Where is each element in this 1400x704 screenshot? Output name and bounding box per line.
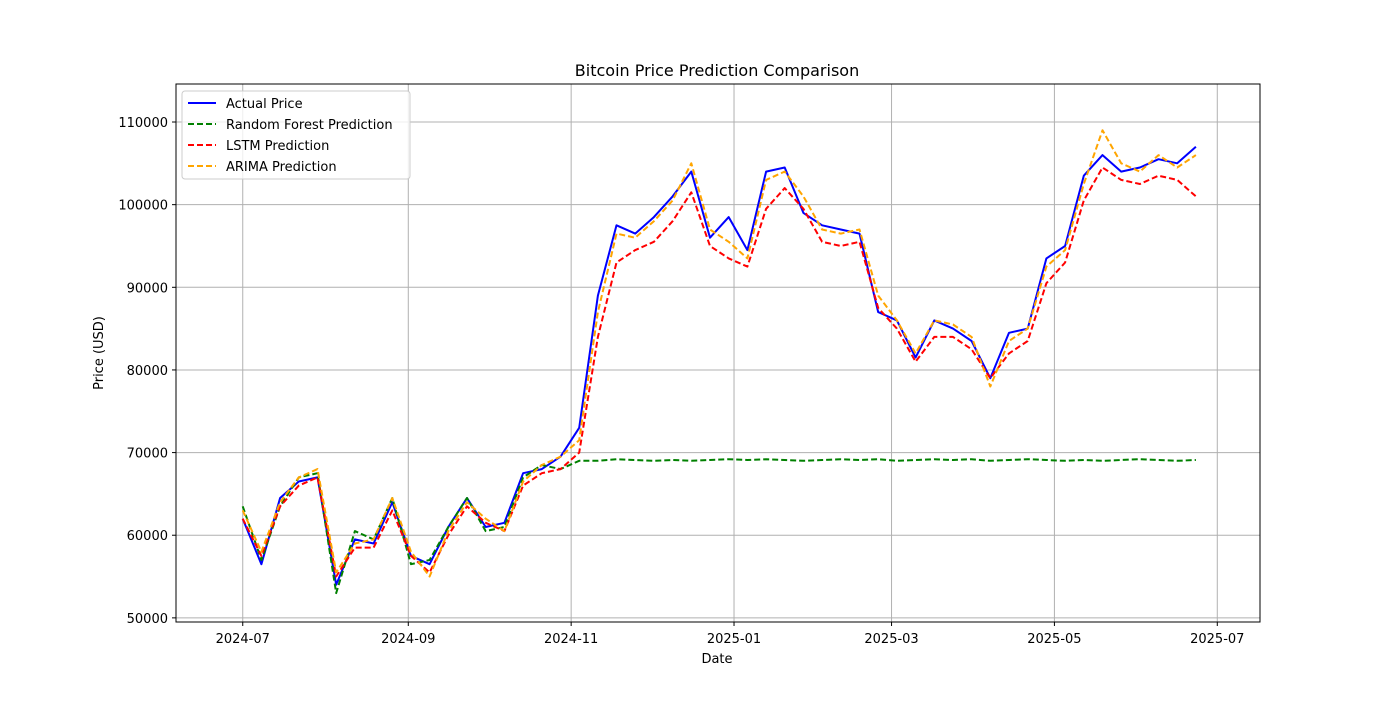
x-tick-label: 2024-09 <box>381 632 435 647</box>
legend-label-lstm-prediction: LSTM Prediction <box>226 139 329 154</box>
x-tick-label: 2025-03 <box>864 632 918 647</box>
y-tick-label: 90000 <box>127 281 168 296</box>
plot-frame <box>175 83 1261 623</box>
y-tick-label: 60000 <box>127 529 168 544</box>
y-tick-label: 70000 <box>127 447 168 462</box>
x-axis-label: Date <box>701 652 732 667</box>
legend-label-arima-prediction: ARIMA Prediction <box>226 160 337 175</box>
x-tick-label: 2025-01 <box>707 632 761 647</box>
legend-box <box>181 90 411 180</box>
grid-layer <box>176 84 1260 622</box>
chart-title: Bitcoin Price Prediction Comparison <box>575 61 859 80</box>
y-axis-label: Price (USD) <box>92 316 107 390</box>
legend: Actual Price Random Forest Prediction LSTM… <box>181 90 411 180</box>
y-tick-label: 50000 <box>127 612 168 627</box>
x-tick-label: 2024-07 <box>216 632 270 647</box>
y-tick-label: 110000 <box>118 116 168 131</box>
series-layer <box>241 129 1197 595</box>
arima-prediction-line <box>241 129 1197 578</box>
x-tick-label: 2024-11 <box>544 632 598 647</box>
actual-price-line <box>241 146 1197 586</box>
y-tick-label: 100000 <box>118 199 168 214</box>
y-tick-label: 80000 <box>127 364 168 379</box>
lstm-prediction-line <box>241 166 1197 578</box>
x-tick-label: 2025-07 <box>1190 632 1244 647</box>
tick-layer: 2024-07 2024-09 2024-11 2025-01 2025-03 2025-… <box>118 116 1244 647</box>
legend-label-random-forest-prediction: Random Forest Prediction <box>226 118 393 133</box>
x-tick-label: 2025-05 <box>1027 632 1081 647</box>
random-forest-prediction-line <box>241 458 1196 595</box>
legend-label-actual-price: Actual Price <box>226 97 303 112</box>
